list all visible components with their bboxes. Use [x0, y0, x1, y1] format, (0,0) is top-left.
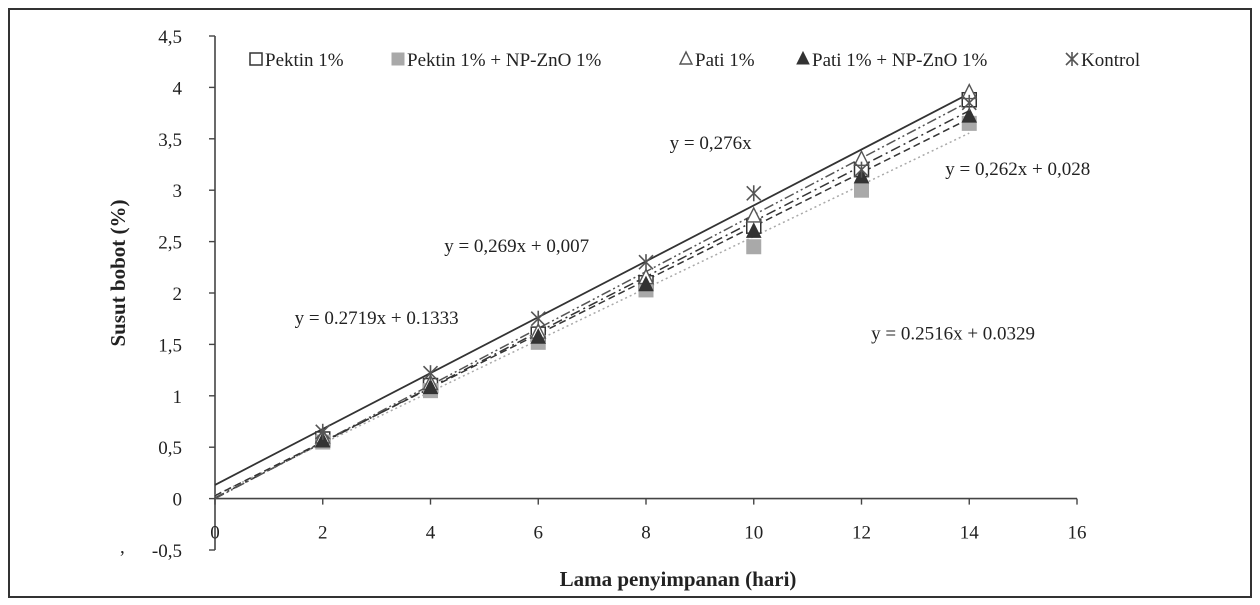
legend-label-pati-1: Pati 1%: [695, 50, 755, 71]
stray-comma-mark: ,: [120, 537, 125, 558]
y-tick-label-2: 0,5: [158, 438, 182, 459]
y-tick-label-8: 3,5: [158, 130, 182, 151]
legend-marker-pektin-1: [249, 52, 263, 66]
point-kontrol-4: [746, 185, 762, 202]
trend-line-kontrol: [214, 92, 970, 486]
trend-line-pektin-1: [214, 110, 970, 499]
y-tick-label-7: 3: [173, 181, 183, 202]
x-tick-label-6: 12: [852, 523, 871, 544]
legend: Pektin 1% Pektin 1% + NP-ZnO 1% Pati 1% Pat…: [249, 50, 1140, 71]
point-kontrol-0: [315, 423, 331, 440]
equation-label-1: y = 0,262x + 0,028: [945, 159, 1090, 180]
point-kontrol-2: [530, 310, 546, 327]
point-pati-1-np-zno-1-2: [530, 328, 547, 344]
point-pati-1-np-zno-1-1: [422, 378, 439, 395]
y-tick-labels: -0,5 0 0,5 1 1,5 2 2,5 3 3,5 4 4,5: [152, 27, 215, 562]
y-tick-label-5: 2: [173, 284, 183, 305]
y-axis-title: Susut bobot (%): [106, 199, 130, 346]
legend-label-pektin-1: Pektin 1%: [265, 50, 344, 71]
trend-line-pati-1-np-zno-1: [214, 117, 970, 497]
data-points: [314, 82, 978, 450]
y-tick-label-1: 0: [173, 490, 183, 511]
equation-annotations: y = 0,276x y = 0,262x + 0,028 y = 0,269x +…: [295, 133, 1091, 344]
x-axis-title: Lama penyimpanan (hari): [560, 567, 797, 591]
point-kontrol-3: [638, 254, 654, 271]
x-tick-label-8: 16: [1068, 523, 1087, 544]
x-tick-label-1: 2: [318, 523, 328, 544]
x-tick-label-4: 8: [641, 523, 651, 544]
point-pektin-1-np-zno-1-5: [854, 182, 869, 198]
x-tick-label-2: 4: [426, 523, 436, 544]
x-tick-label-3: 6: [534, 523, 544, 544]
y-tick-label-0: -0,5: [152, 541, 182, 562]
y-tick-label-4: 1,5: [158, 335, 182, 356]
trend-line-pati-1: [214, 100, 970, 500]
legend-marker-pektin-1-np-zno-1: [391, 52, 405, 66]
y-tick-label-6: 2,5: [158, 233, 182, 254]
equation-label-3: y = 0.2719x + 0.1333: [295, 308, 459, 329]
x-tick-label-5: 10: [744, 523, 763, 544]
point-kontrol-5: [853, 161, 870, 178]
point-pati-1-np-zno-1-0: [314, 431, 331, 448]
legend-label-pektin-1-np-zno-1: Pektin 1% + NP-ZnO 1%: [407, 50, 602, 71]
equation-label-2: y = 0,269x + 0,007: [444, 236, 589, 257]
trend-lines: [214, 92, 970, 500]
point-pati-1-np-zno-1-6: [961, 107, 978, 123]
legend-label-pati-1-np-zno-1: Pati 1% + NP-ZnO 1%: [812, 50, 988, 71]
point-pektin-1-np-zno-1-4: [746, 239, 762, 255]
point-pati-1-np-zno-1-4: [745, 222, 762, 238]
point-pati-1-np-zno-1-3: [638, 275, 654, 292]
y-tick-label-9: 4: [173, 78, 183, 99]
y-tick-label-10: 4,5: [158, 27, 182, 48]
point-kontrol-1: [422, 365, 439, 382]
legend-marker-pati-1: [678, 50, 694, 65]
x-tick-labels: 0 2 4 6 8 10 12 14 16: [210, 498, 1087, 544]
point-kontrol-6: [961, 94, 977, 111]
point-pati-1-4: [745, 206, 762, 223]
equation-label-0: y = 0,276x: [670, 133, 752, 154]
legend-label-kontrol: Kontrol: [1081, 50, 1140, 71]
x-tick-label-0: 0: [210, 523, 220, 544]
x-tick-label-7: 14: [960, 523, 980, 544]
legend-marker-kontrol: [1065, 52, 1079, 66]
equation-label-4: y = 0.2516x + 0.0329: [871, 323, 1035, 344]
y-tick-label-3: 1: [173, 387, 183, 408]
legend-marker-pati-1-np-zno-1: [796, 50, 810, 65]
